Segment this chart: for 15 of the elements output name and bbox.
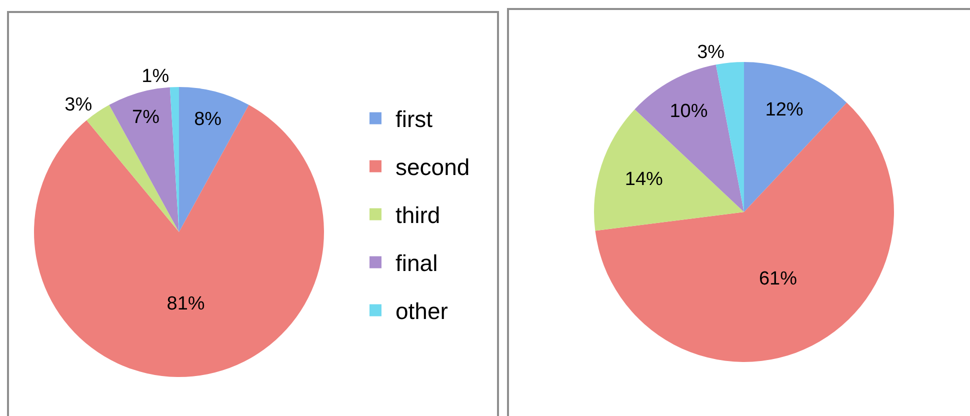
data-label: 3% <box>697 42 725 63</box>
data-label: 12% <box>765 100 804 121</box>
data-label: 61% <box>758 268 798 290</box>
legend-label: third <box>395 202 440 228</box>
legend-label: other <box>395 298 448 324</box>
legend-label: first <box>395 106 434 132</box>
legend-label: second <box>395 154 470 180</box>
legend-label: final <box>395 250 438 276</box>
data-label: 10% <box>670 101 708 122</box>
data-label: 3% <box>64 94 92 116</box>
data-label: 7% <box>132 107 160 128</box>
data-label: 14% <box>624 168 664 190</box>
data-label: 8% <box>194 109 222 130</box>
data-label: 81% <box>166 294 205 315</box>
data-label: 1% <box>142 66 170 88</box>
